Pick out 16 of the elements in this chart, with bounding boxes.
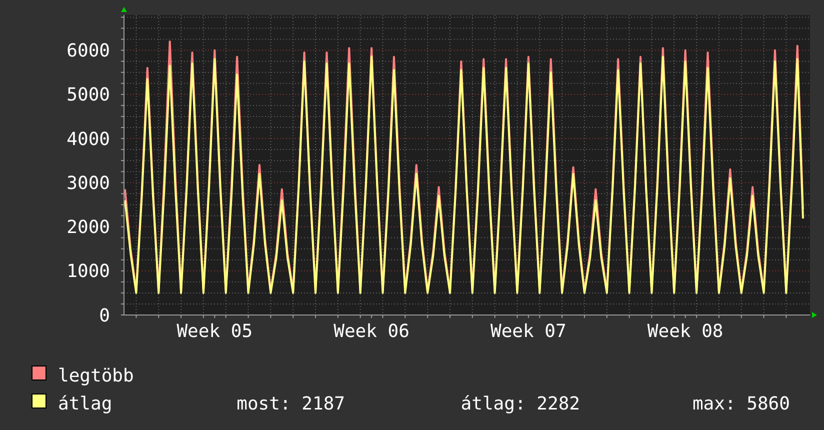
y-tick-label: 6000	[66, 40, 110, 62]
y-tick-label: 0	[99, 305, 110, 326]
y-tick-label: 1000	[66, 261, 110, 282]
legend-label: legtöbb	[58, 365, 134, 386]
y-tick-label: 3000	[66, 172, 110, 194]
y-tick-label: 5000	[66, 84, 110, 106]
text: max: 5860	[692, 393, 790, 414]
text: átlag: 2282	[460, 393, 580, 414]
text: most: 2187	[236, 393, 345, 414]
x-tick-label: Week 08	[647, 321, 724, 342]
legend-label: átlag	[58, 393, 112, 414]
y-tick-label: 4000	[66, 128, 110, 150]
x-tick-label: Week 07	[490, 321, 566, 342]
y-tick-label: 2000	[66, 217, 110, 238]
x-tick-label: Week 06	[334, 321, 410, 342]
x-tick-label: Week 05	[176, 321, 253, 342]
